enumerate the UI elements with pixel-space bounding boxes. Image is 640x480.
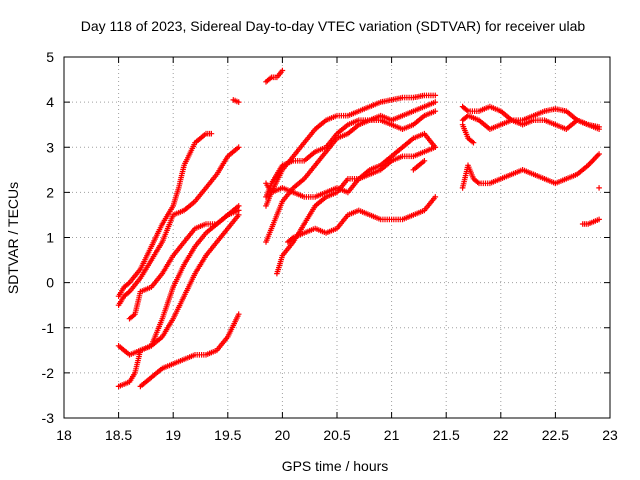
data-series-S	[459, 151, 602, 191]
data-series-O	[410, 158, 428, 173]
marker-trace	[274, 144, 439, 277]
data-series-B	[115, 144, 242, 308]
marker-trace	[115, 212, 242, 390]
data-series-Q	[459, 106, 602, 132]
x-tick-label: 21	[384, 427, 400, 443]
data-series-E	[115, 212, 242, 390]
marker-trace	[285, 194, 439, 245]
data-series-M	[274, 144, 439, 277]
marker-trace	[263, 92, 439, 196]
x-axis-ticks: 18 18.5 19 19.5 20 20.5 21 21.5 22 22.5 23	[56, 57, 618, 443]
chart-title: Day 118 of 2023, Sidereal Day-to-day VTE…	[81, 18, 586, 34]
data-series-H	[263, 67, 286, 85]
data-series-F	[137, 311, 242, 390]
y-tick-label: 5	[46, 49, 54, 65]
data-series-G	[230, 97, 242, 105]
marker-trace	[579, 216, 602, 227]
y-tick-label: 1	[46, 230, 54, 246]
marker-trace	[263, 99, 439, 200]
marker-trace	[263, 108, 439, 245]
x-tick-label: 20.5	[323, 427, 350, 443]
y-tick-label: 3	[46, 139, 54, 155]
x-tick-label: 18.5	[105, 427, 132, 443]
y-tick-label: 2	[46, 184, 54, 200]
y-tick-label: -3	[42, 410, 55, 426]
y-axis-label: SDTVAR / TECUs	[5, 182, 21, 294]
data-series-group	[115, 67, 602, 390]
x-axis-label: GPS time / hours	[282, 458, 389, 474]
y-axis-ticks: -3 -2 -1 0 1 2 3 4 5	[42, 49, 610, 426]
marker-trace	[230, 97, 242, 105]
y-tick-label: -1	[42, 320, 55, 336]
x-tick-label: 22	[493, 427, 509, 443]
x-tick-label: 19	[165, 427, 181, 443]
marker-trace	[115, 144, 242, 308]
marker-trace	[115, 130, 215, 299]
x-tick-label: 20	[275, 427, 291, 443]
marker-trace	[263, 67, 286, 85]
data-series-T	[579, 216, 602, 227]
data-series-A	[115, 130, 215, 299]
marker-trace	[459, 151, 602, 191]
grid-lines	[64, 57, 610, 418]
marker-trace	[459, 121, 477, 146]
x-tick-label: 18	[56, 427, 72, 443]
y-tick-label: 4	[46, 94, 54, 110]
marker-trace	[596, 185, 602, 191]
marker-trace	[137, 311, 242, 390]
y-tick-label: 0	[46, 275, 54, 291]
x-tick-label: 21.5	[433, 427, 460, 443]
data-series-L	[263, 108, 439, 245]
x-tick-label: 19.5	[214, 427, 241, 443]
data-series-R	[459, 121, 477, 146]
marker-trace	[459, 106, 602, 132]
y-tick-label: -2	[42, 365, 55, 381]
x-tick-label: 22.5	[542, 427, 569, 443]
marker-trace	[410, 158, 428, 173]
x-tick-label: 23	[602, 427, 618, 443]
data-series-U	[596, 185, 602, 191]
data-series-I	[263, 92, 439, 196]
data-series-J	[263, 99, 439, 200]
data-series-N	[285, 194, 439, 245]
